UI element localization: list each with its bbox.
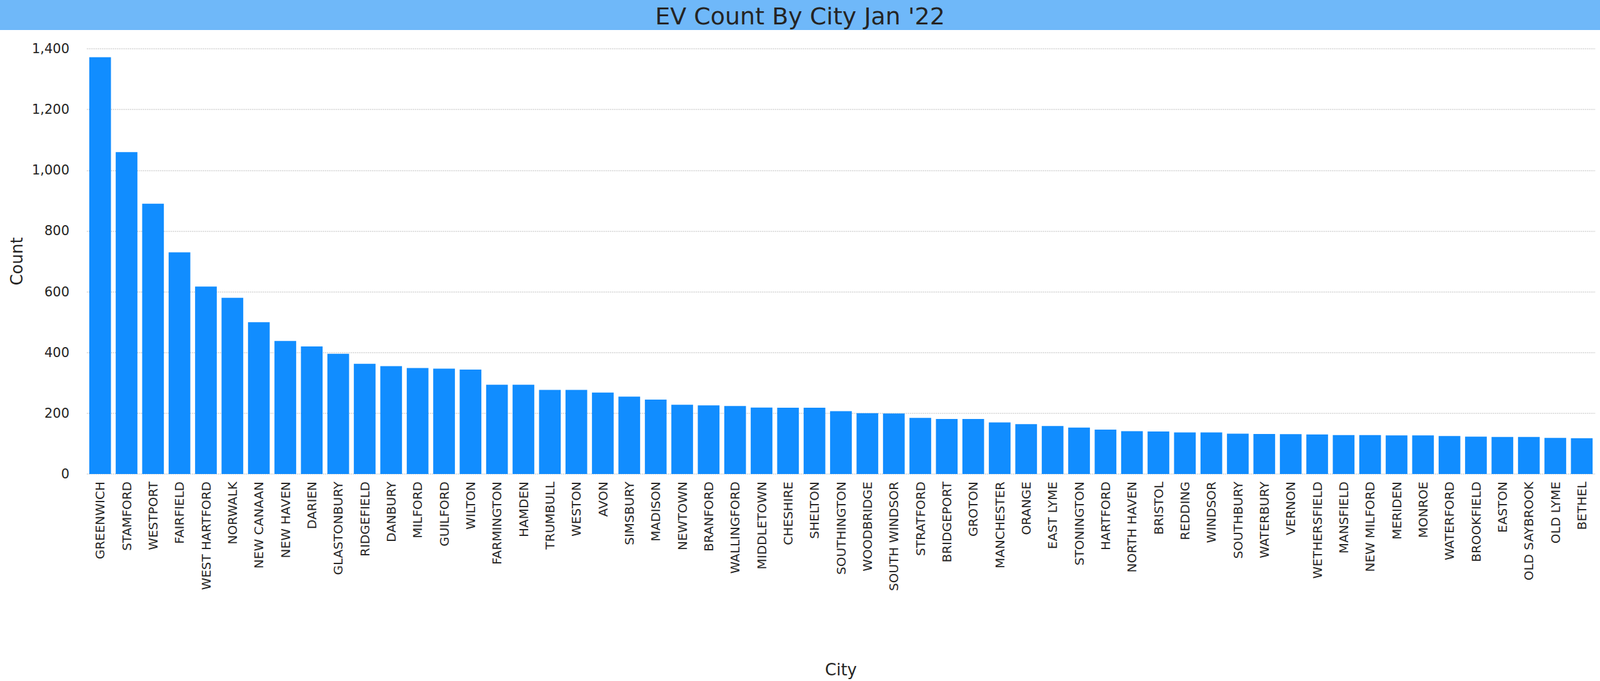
svg-text:MIDDLETOWN: MIDDLETOWN (754, 481, 770, 569)
svg-text:EAST LYME: EAST LYME (1045, 481, 1060, 549)
svg-text:FAIRFIELD: FAIRFIELD (171, 481, 187, 544)
svg-text:FARMINGTON: FARMINGTON (489, 481, 505, 565)
svg-text:EASTON: EASTON (1495, 481, 1510, 533)
svg-text:TRUMBULL: TRUMBULL (542, 480, 558, 550)
svg-text:0: 0 (61, 466, 70, 482)
svg-text:MONROE: MONROE (1415, 481, 1431, 538)
svg-text:WEST HARTFORD: WEST HARTFORD (198, 481, 214, 590)
svg-text:MERIDEN: MERIDEN (1389, 481, 1405, 540)
svg-text:RIDGEFIELD: RIDGEFIELD (357, 481, 373, 557)
svg-text:1,000: 1,000 (31, 162, 70, 178)
svg-text:MADISON: MADISON (648, 481, 664, 542)
svg-text:600: 600 (44, 284, 70, 300)
svg-text:AVON: AVON (595, 481, 611, 517)
svg-text:NEWTOWN: NEWTOWN (675, 481, 690, 550)
svg-text:ORANGE: ORANGE (1018, 481, 1034, 535)
svg-text:HAMDEN: HAMDEN (516, 481, 532, 537)
svg-text:MANSFIELD: MANSFIELD (1336, 481, 1352, 554)
svg-text:WESTON: WESTON (568, 481, 584, 537)
svg-text:WATERFORD: WATERFORD (1441, 481, 1457, 560)
svg-text:BRIDGEPORT: BRIDGEPORT (939, 480, 955, 562)
svg-text:EV Count By City Jan '22: EV Count By City Jan '22 (655, 2, 945, 30)
svg-text:WETHERSFIELD: WETHERSFIELD (1310, 481, 1325, 579)
svg-text:NEW MILFORD: NEW MILFORD (1362, 481, 1378, 572)
svg-text:SHELTON: SHELTON (806, 481, 822, 539)
svg-text:WESTPORT: WESTPORT (145, 480, 161, 550)
svg-text:BRISTOL: BRISTOL (1151, 480, 1167, 535)
svg-text:Count: Count (7, 236, 27, 285)
svg-text:VERNON: VERNON (1283, 481, 1299, 535)
svg-text:BETHEL: BETHEL (1574, 480, 1590, 530)
svg-text:OLD SAYBROOK: OLD SAYBROOK (1521, 480, 1537, 580)
svg-text:BRANFORD: BRANFORD (701, 481, 717, 552)
svg-text:MILFORD: MILFORD (410, 481, 425, 539)
svg-text:400: 400 (44, 345, 70, 360)
svg-text:SOUTHINGTON: SOUTHINGTON (833, 481, 849, 575)
svg-text:GLASTONBURY: GLASTONBURY (330, 480, 346, 575)
svg-text:HARTFORD: HARTFORD (1098, 481, 1114, 550)
svg-text:STRATFORD: STRATFORD (913, 481, 929, 556)
svg-text:SOUTHBURY: SOUTHBURY (1230, 480, 1246, 559)
svg-text:DARIEN: DARIEN (304, 481, 320, 529)
svg-text:GROTON: GROTON (965, 481, 981, 537)
svg-text:OLD LYME: OLD LYME (1548, 481, 1564, 544)
svg-text:1,200: 1,200 (31, 101, 70, 117)
svg-text:CHESHIRE: CHESHIRE (780, 481, 796, 545)
svg-text:SIMSBURY: SIMSBURY (621, 480, 637, 545)
svg-text:DANBURY: DANBURY (383, 480, 399, 542)
svg-text:WILTON: WILTON (463, 481, 479, 530)
svg-text:NORWALK: NORWALK (225, 480, 240, 544)
svg-text:WATERBURY: WATERBURY (1256, 480, 1272, 559)
svg-text:SOUTH WINDSOR: SOUTH WINDSOR (886, 481, 902, 591)
svg-text:City: City (825, 660, 857, 679)
svg-text:NORTH HAVEN: NORTH HAVEN (1124, 481, 1140, 572)
svg-text:WINDSOR: WINDSOR (1203, 481, 1219, 543)
svg-text:1,400: 1,400 (31, 41, 70, 57)
svg-text:GUILFORD: GUILFORD (436, 481, 452, 547)
svg-text:WALLINGFORD: WALLINGFORD (727, 481, 743, 574)
svg-text:STONINGTON: STONINGTON (1071, 481, 1087, 565)
svg-text:REDDING: REDDING (1177, 481, 1193, 540)
svg-text:MANCHESTER: MANCHESTER (992, 481, 1008, 569)
svg-text:800: 800 (44, 223, 70, 239)
svg-text:STAMFORD: STAMFORD (119, 481, 135, 551)
svg-text:GREENWICH: GREENWICH (92, 481, 108, 559)
svg-text:200: 200 (44, 405, 70, 421)
svg-text:NEW CANAAN: NEW CANAAN (251, 481, 267, 569)
svg-text:BROOKFIELD: BROOKFIELD (1468, 481, 1484, 562)
svg-text:WOODBRIDGE: WOODBRIDGE (860, 481, 875, 572)
svg-text:NEW HAVEN: NEW HAVEN (278, 481, 294, 558)
